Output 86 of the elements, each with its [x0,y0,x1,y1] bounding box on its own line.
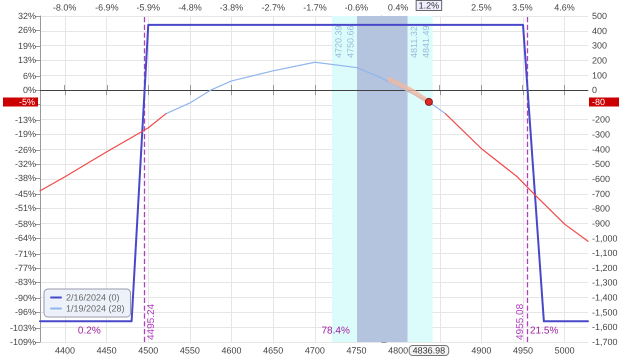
y-tick-label: -600 [592,174,610,184]
y-tick-label: 100 [592,70,608,80]
x-tick-label: 4500 [138,346,158,356]
x2-tick-label: -3.8% [220,2,244,12]
y2-tick-label: -103% [10,323,36,334]
x2-tick-label: 4.6% [554,2,575,12]
legend-label: 2/16/2024 (0) [66,292,120,302]
y-tick-label: 200 [592,55,608,66]
y-tick-label: -300 [592,130,610,140]
y2-tick-label: -77% [14,263,36,274]
annotation: 21.5% [530,326,558,336]
y-tick-label: -1,400 [592,292,618,303]
y2-tick-label: -83% [14,276,36,287]
y-tick-label: 400 [592,26,608,36]
y-tick-label: 500 [592,11,608,21]
annotation: 4750.66 [346,25,356,58]
x2-tick-label: 3.5% [512,2,533,12]
x-tick-label: 4900 [471,346,492,356]
y2-tick-label: -32% [14,158,36,169]
y-tick-label: -1,300 [592,278,618,288]
text: -5% [18,96,35,107]
y-tick-label: -400 [592,144,610,154]
x2-tick-label: -2.7% [261,2,285,12]
legend-label: 1/19/2024 (28) [66,304,125,314]
x-tick-label: 4650 [263,346,284,356]
y-tick-label: -500 [592,159,610,170]
y2-tick-label: -90% [14,293,36,304]
text: -80 [592,96,606,107]
y-tick-label: -1,000 [592,233,618,244]
x2-tick-label: -0.6% [344,2,368,12]
x2-tick-label: -4.8% [178,2,202,12]
y2-tick-label: -13% [14,115,36,126]
y-tick-label: -800 [592,204,610,214]
y-tick-label: -900 [592,218,610,228]
ref-line-label: 4955.08 [514,303,526,340]
y-tick-label: -1,100 [592,248,618,258]
y-tick-label: -1,700 [592,337,618,347]
annotation: 4811.32 [409,26,420,58]
x2-tick-label: -8.0% [52,2,76,12]
x-tick-label: 4800 [388,346,408,356]
x2-tick-label: -6.9% [95,2,119,12]
y-tick-label: -1,600 [592,322,618,332]
y2-tick-label: 0% [22,84,36,95]
y2-tick-label: -45% [14,189,36,200]
y-tick-label: 0 [592,85,598,96]
y-tick-label: -1,200 [592,262,618,273]
y-tick-label: 300 [592,40,608,51]
x2-tick-label: -5.9% [136,2,160,12]
y2-tick-label: 32% [18,11,36,21]
ref-line-label: 4495.24 [146,303,157,340]
annotation: 4720.39 [333,25,344,58]
y2-tick-label: -96% [14,306,36,317]
y2-tick-label: -51% [14,202,36,213]
annotation: 78.4% [321,326,350,336]
y2-tick-label: -38% [14,172,36,183]
y2-tick-label: -19% [14,128,36,139]
y2-tick-label: -109% [10,337,36,347]
x2-tick-label: 2.5% [471,2,492,12]
text: 1.2% [418,0,440,10]
x-tick-label: 4750 [346,346,366,356]
x-tick-label: 4450 [96,346,117,356]
y2-tick-label: -71% [14,249,36,260]
x2-tick-label: 0.4% [388,2,408,12]
y2-tick-label: 26% [18,24,36,35]
x-tick-label: 4400 [54,346,75,356]
x-tick-label: 4600 [222,346,242,356]
y2-tick-label: 13% [18,54,36,65]
x-tick-label: 4950 [513,346,534,356]
y2-tick-label: -58% [14,219,36,230]
text: 4836.98 [412,346,446,356]
line-series [39,113,166,192]
y2-tick-label: -26% [14,145,36,156]
y2-tick-label: 19% [18,41,36,52]
y-tick-label: -1,500 [592,307,618,318]
line-series [444,113,589,242]
y2-tick-label: -64% [14,232,36,243]
x2-tick-label: -1.7% [303,2,327,12]
x-tick-label: 5000 [554,346,575,356]
y-tick-label: -200 [592,114,610,125]
annotation: 0.2% [78,326,101,336]
line-series [165,62,446,114]
annotation: 4841.49 [421,25,432,58]
x-tick-label: 4700 [304,346,325,356]
x-tick-label: 4550 [180,346,200,356]
y-tick-label: -700 [592,188,610,199]
y2-tick-label: 6% [22,71,36,82]
